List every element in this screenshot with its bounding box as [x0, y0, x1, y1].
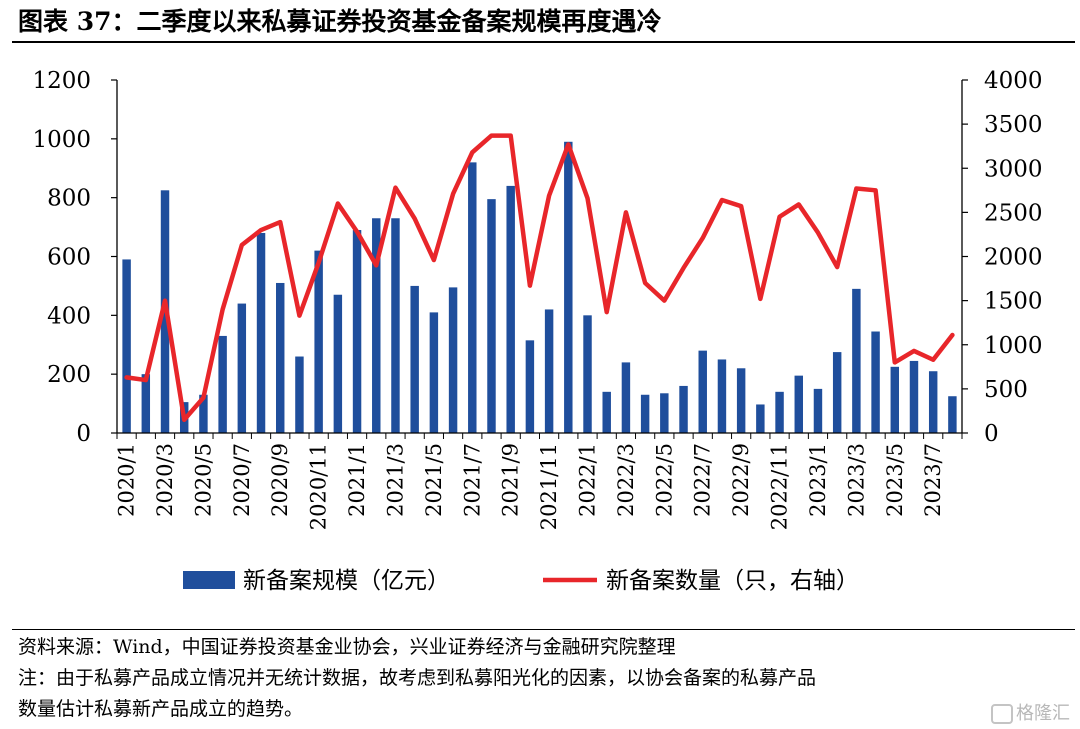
x-tick-label: 2022/7	[691, 443, 715, 517]
bar-2020-8	[256, 232, 266, 433]
series-line-count	[124, 133, 955, 423]
bar-2022-8	[717, 359, 727, 433]
x-tick-label: 2023/7	[921, 443, 945, 517]
bar-2023-4	[871, 331, 880, 433]
bar-2022-2	[602, 391, 611, 433]
bar-2021-2	[372, 218, 381, 433]
bar-2021-7	[468, 162, 477, 433]
bar-2020-11	[314, 250, 323, 433]
legend-line-label: 新备案数量（只，右轴）	[606, 568, 859, 594]
bar-2021-3	[391, 218, 400, 433]
x-tick-label: 2021/3	[383, 443, 407, 517]
bar-2020-10	[295, 356, 304, 433]
legend-bar-swatch	[183, 571, 235, 589]
left-tick-label: 1200	[32, 68, 91, 94]
combo-chart: 0 200 400 600 800 1000 1200 0 500 1000 1500 2000 250…	[32, 68, 1043, 594]
bar-2021-9	[506, 185, 515, 433]
bar-2022-4	[640, 394, 650, 433]
bar-2023-8	[948, 396, 957, 433]
bar-2023-7	[928, 371, 938, 433]
title-rule	[12, 41, 1075, 43]
right-tick-label: 3000	[984, 156, 1043, 182]
bar-2021-8	[487, 199, 496, 433]
bar-2023-2	[832, 352, 842, 433]
note-line-2: 数量估计私募新产品成立的趋势。	[18, 698, 304, 720]
x-tick-label: 2023/3	[844, 443, 868, 517]
x-tick-label: 2020/5	[191, 443, 215, 517]
left-tick-label: 400	[47, 303, 91, 329]
legend-bar-label: 新备案规模（亿元）	[243, 568, 450, 594]
x-tick-label: 2022/9	[729, 443, 753, 517]
watermark-logo-icon	[991, 704, 1013, 724]
right-tick-label: 500	[984, 377, 1028, 403]
right-tick-label: 2000	[984, 245, 1043, 271]
x-tick-label: 2020/7	[230, 443, 254, 517]
right-tick-label: 0	[984, 421, 999, 447]
note-line-1: 注：由于私募产品成立情况并无统计数据，故考虑到私募阳光化的因素，以协会备案的私募…	[18, 667, 817, 689]
right-tick-label: 3500	[984, 112, 1043, 138]
bar-2020-12	[333, 294, 343, 433]
bar-2021-10	[525, 340, 535, 433]
bar-2022-7	[698, 350, 707, 433]
left-tick-label: 0	[76, 421, 91, 447]
x-tick-label: 2022/3	[614, 443, 638, 517]
right-tick-label: 2500	[984, 200, 1043, 226]
bar-2020-6	[218, 335, 227, 433]
x-tick-label: 2023/5	[883, 443, 907, 517]
left-tick-label: 200	[47, 362, 91, 388]
bar-2023-1	[813, 388, 823, 434]
x-tick-label: 2021/11	[537, 443, 561, 530]
x-tick-label: 2020/1	[115, 443, 139, 517]
x-tick-label: 2020/11	[307, 443, 331, 530]
source-text: 资料来源：Wind，中国证券投资基金业协会，兴业证券经济与金融研究院整理	[18, 636, 676, 658]
bar-2022-12	[794, 375, 803, 433]
x-tick-label: 2020/3	[153, 443, 177, 517]
bar-2020-1	[122, 259, 131, 433]
left-tick-label: 800	[47, 186, 91, 212]
x-tick-label: 2022/1	[576, 443, 600, 517]
x-tick-label: 2021/9	[499, 443, 523, 517]
bar-2023-3	[852, 288, 861, 433]
bar-2020-7	[237, 303, 247, 433]
left-tick-label: 600	[47, 245, 91, 271]
bar-2021-12	[564, 141, 573, 433]
bar-2023-6	[909, 360, 919, 433]
bar-2020-2	[141, 374, 151, 433]
bar-2022-11	[775, 391, 784, 433]
x-tick-label: 2021/7	[460, 443, 484, 517]
x-tick-label: 2022/5	[652, 443, 676, 517]
bar-2022-9	[736, 368, 746, 433]
bar-2022-6	[679, 385, 688, 433]
watermark: 格隆汇	[991, 699, 1070, 725]
right-tick-label: 4000	[984, 68, 1043, 94]
x-tick-label: 2021/5	[422, 443, 446, 517]
bar-2022-3	[621, 362, 631, 433]
bar-2021-6	[448, 287, 458, 433]
x-tick-label: 2022/11	[768, 443, 792, 530]
bar-2020-5	[199, 394, 208, 433]
source-rule	[12, 629, 1075, 630]
bar-2020-9	[276, 282, 285, 433]
right-tick-label: 1000	[984, 333, 1043, 359]
bar-2021-4	[410, 285, 419, 433]
x-tick-label: 2020/9	[268, 443, 292, 517]
bar-2021-5	[429, 312, 439, 433]
x-tick-label: 2021/1	[345, 443, 369, 517]
bar-2022-1	[583, 315, 592, 433]
bar-2021-1	[352, 230, 362, 433]
right-tick-label: 1500	[984, 289, 1043, 315]
chart-title: 图表 37：二季度以来私募证券投资基金备案规模再度遇冷	[18, 7, 662, 36]
bar-2021-11	[544, 309, 554, 433]
bar-2022-10	[756, 404, 765, 433]
x-tick-label: 2023/1	[806, 443, 830, 517]
bar-2022-5	[660, 393, 669, 433]
bar-2023-5	[890, 366, 900, 433]
left-tick-label: 1000	[32, 127, 91, 153]
watermark-text: 格隆汇	[1016, 703, 1070, 724]
